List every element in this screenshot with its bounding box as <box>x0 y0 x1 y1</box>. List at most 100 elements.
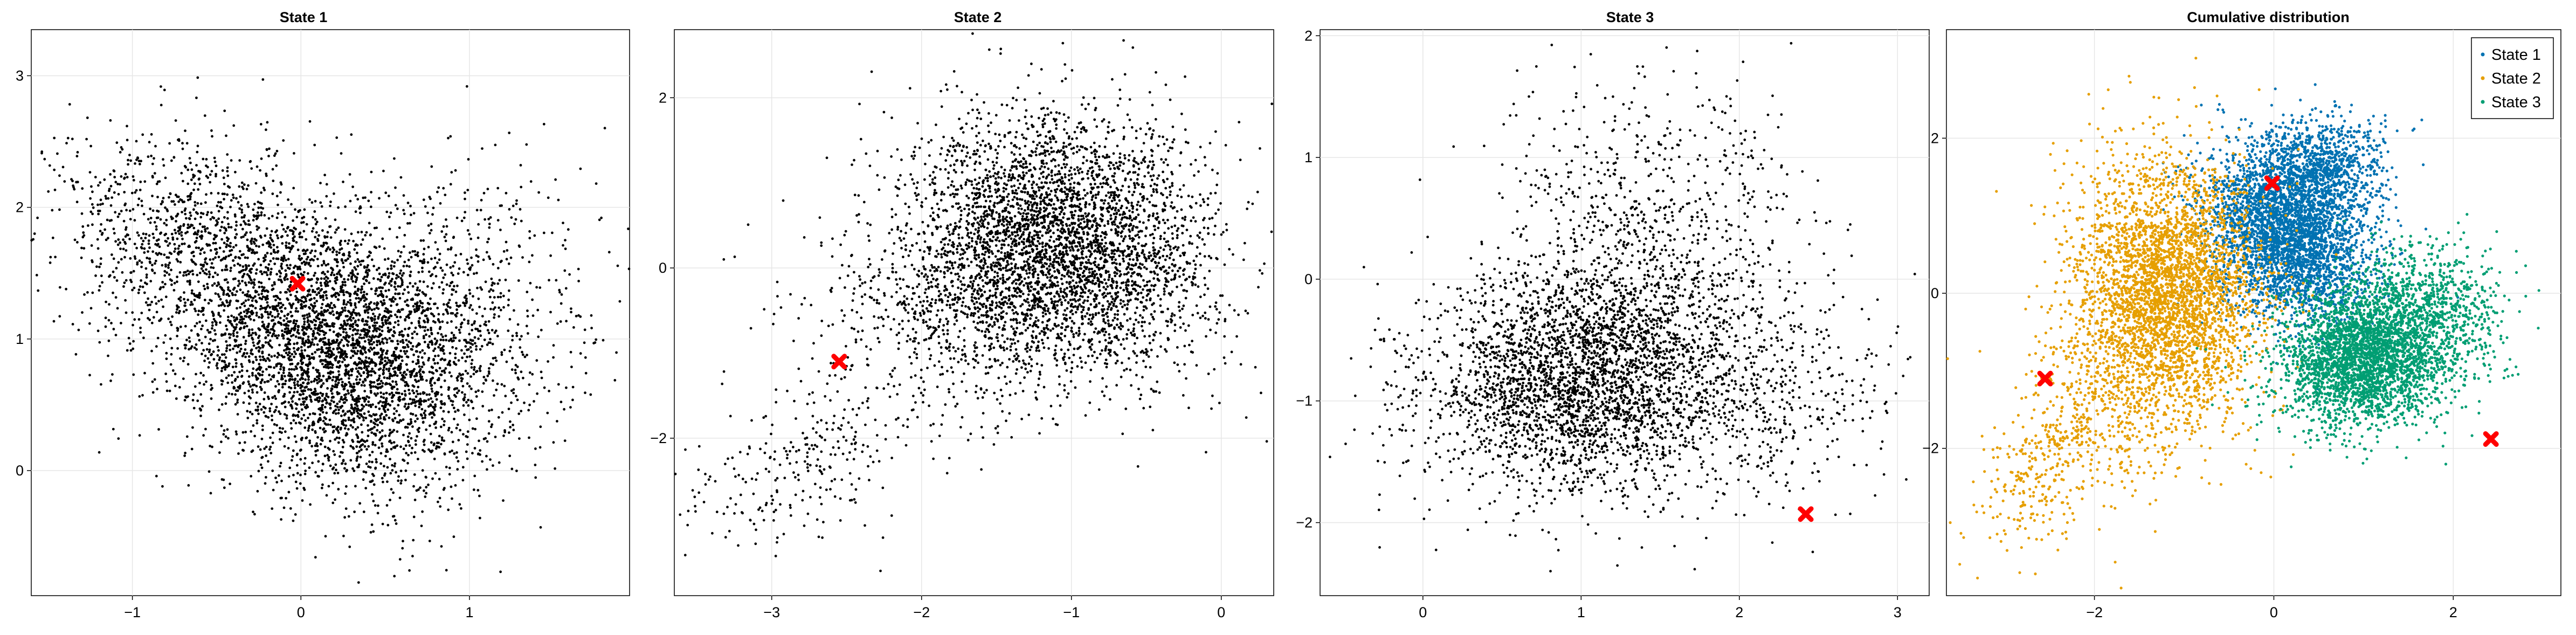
data-point <box>458 329 461 332</box>
data-point <box>506 258 508 260</box>
data-point <box>249 385 252 388</box>
data-point <box>398 392 400 395</box>
data-point <box>512 424 514 426</box>
data-point <box>281 427 284 430</box>
data-point <box>417 293 420 296</box>
data-point <box>260 464 263 466</box>
data-point <box>301 307 304 309</box>
data-point <box>513 388 515 391</box>
data-point <box>349 328 351 330</box>
data-point <box>409 251 411 254</box>
data-point <box>431 287 433 289</box>
data-point <box>428 335 431 338</box>
data-point <box>509 420 512 423</box>
data-point <box>398 421 400 424</box>
data-point <box>347 344 349 347</box>
data-point <box>290 397 293 400</box>
data-point <box>271 507 273 510</box>
data-point <box>404 390 406 392</box>
data-point <box>403 347 405 349</box>
data-point <box>481 460 484 463</box>
data-point <box>458 503 461 506</box>
data-point <box>99 285 101 288</box>
data-point <box>423 440 425 443</box>
data-point <box>376 321 378 324</box>
data-point <box>366 266 369 269</box>
data-point <box>379 463 382 465</box>
data-point <box>261 374 264 376</box>
data-point <box>224 364 227 367</box>
data-point <box>393 286 396 288</box>
data-point <box>332 482 334 485</box>
data-point <box>410 256 413 259</box>
data-point <box>381 276 383 279</box>
data-point <box>261 370 264 373</box>
data-point <box>293 347 295 350</box>
data-point <box>402 379 405 382</box>
data-point <box>395 471 397 474</box>
data-point <box>252 368 254 370</box>
data-point <box>344 374 347 377</box>
data-point <box>358 464 361 466</box>
data-point <box>425 379 428 382</box>
data-point <box>408 569 411 572</box>
data-point <box>320 384 323 387</box>
data-point <box>318 374 321 377</box>
data-point <box>423 444 426 446</box>
data-point <box>289 311 292 314</box>
data-point <box>296 363 299 365</box>
data-point <box>377 278 379 281</box>
data-point <box>359 334 362 336</box>
data-point <box>352 323 355 326</box>
data-point <box>307 375 310 378</box>
data-point <box>441 357 444 360</box>
data-point <box>272 432 274 434</box>
data-point <box>363 384 366 387</box>
panel-state-1: State 1 −1 0 10123 <box>16 9 630 620</box>
data-point <box>293 391 296 394</box>
data-point <box>369 454 371 457</box>
data-point <box>245 299 247 302</box>
data-point <box>225 325 227 327</box>
data-point <box>345 393 348 396</box>
data-point <box>348 254 350 257</box>
data-point <box>293 419 295 422</box>
data-point <box>388 289 390 292</box>
data-point <box>445 367 447 370</box>
data-point <box>383 366 385 369</box>
data-point <box>439 267 442 270</box>
data-point <box>389 393 391 396</box>
data-point <box>431 401 434 403</box>
data-point <box>386 409 389 411</box>
data-point <box>202 374 205 377</box>
data-point <box>387 327 390 329</box>
data-point <box>208 342 211 345</box>
data-point <box>289 343 292 346</box>
data-point <box>406 304 409 307</box>
data-point <box>188 336 191 339</box>
data-point <box>344 383 347 385</box>
data-point <box>326 343 328 346</box>
data-point <box>388 275 390 278</box>
data-point <box>457 460 460 463</box>
data-point <box>316 258 319 260</box>
data-point <box>184 347 187 350</box>
data-point <box>361 404 363 406</box>
data-point <box>151 322 154 325</box>
data-point <box>344 306 347 309</box>
data-point <box>407 454 410 457</box>
data-point <box>308 315 311 318</box>
data-point <box>223 486 226 489</box>
data-point <box>219 247 222 250</box>
data-point <box>462 301 465 304</box>
data-point <box>327 309 329 312</box>
data-point <box>335 412 337 415</box>
data-point <box>430 441 433 444</box>
data-point <box>431 384 433 386</box>
data-point <box>330 390 333 392</box>
data-point <box>333 354 335 356</box>
data-point <box>339 356 342 359</box>
data-point <box>337 370 340 373</box>
data-point <box>385 341 388 344</box>
data-point <box>501 354 503 356</box>
